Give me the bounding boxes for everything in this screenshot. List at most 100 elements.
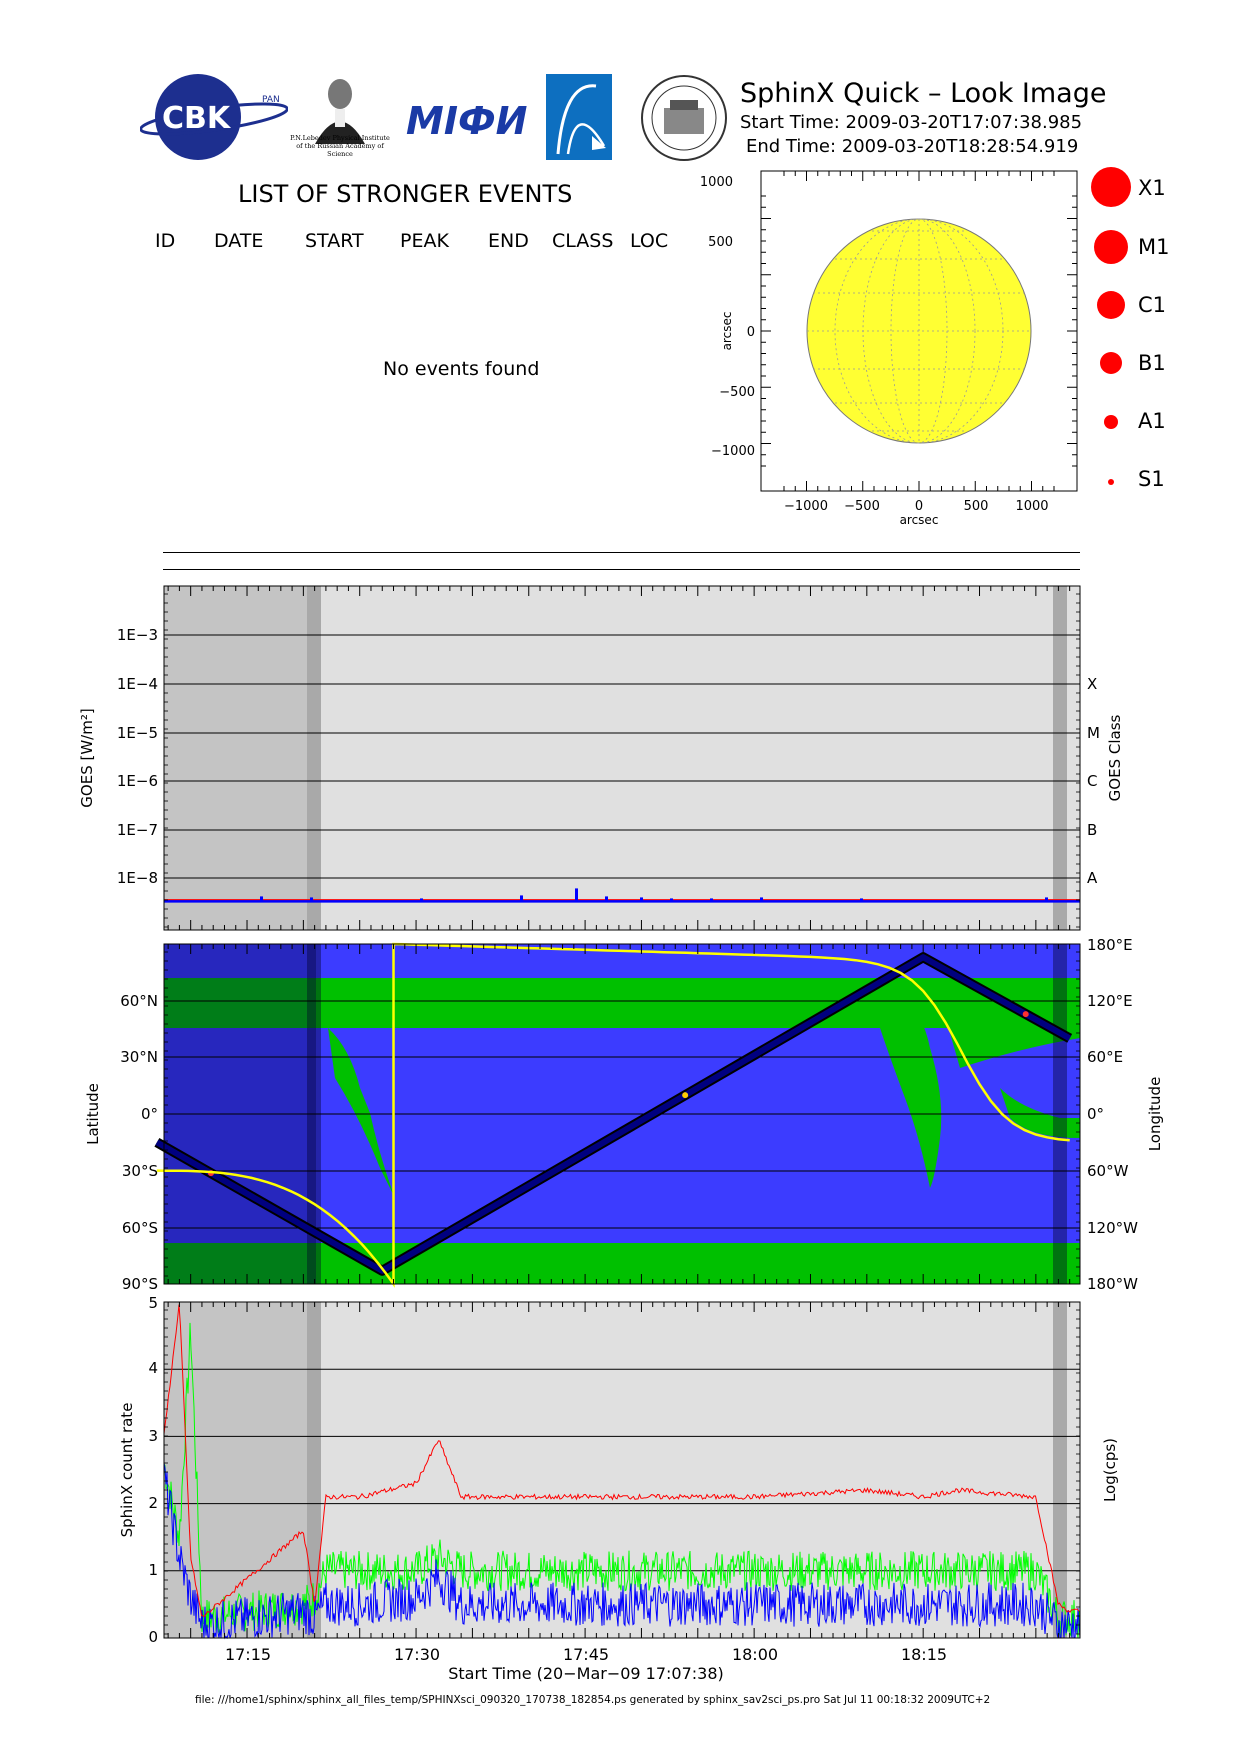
lebedev-caption: P.N.Lebedev Physical Institute of the Ru… (290, 134, 390, 158)
goes-spike (1045, 897, 1048, 901)
count-ylabel: SphinX count rate (118, 1403, 136, 1538)
goes-spike (575, 888, 578, 901)
lebedev-logo: P.N.Lebedev Physical Institute of the Ru… (290, 74, 390, 164)
goes-spike (260, 896, 263, 901)
orbit-antarctica (164, 1243, 1080, 1284)
goes-spike (520, 895, 523, 901)
legend-label-c1: C1 (1138, 293, 1167, 317)
cbk-logo-subtext: PAN (262, 95, 280, 105)
goes-ylabel: GOES [W/m²] (78, 708, 96, 807)
goes-ytick-4: 1E−7 (117, 821, 158, 839)
goes-class-b: B (1087, 821, 1097, 839)
legend-dot-a1 (1104, 415, 1118, 429)
lon-tick-0: 180°E (1087, 938, 1133, 954)
count-xtick-4: 18:15 (901, 1645, 947, 1664)
longitude-curve (156, 942, 1070, 1288)
events-col-end: END (488, 230, 529, 252)
separator-line-2 (163, 569, 1080, 570)
lat-tick-4: 60°S (122, 1219, 158, 1237)
goes-gridlines (164, 634, 1080, 879)
sun-ytick-4: −1000 (711, 444, 755, 459)
legend-label-x1: X1 (1138, 176, 1166, 200)
sun-ytick-2: 0 (747, 325, 755, 340)
sun-grid (807, 218, 1031, 444)
events-col-date: DATE (214, 230, 264, 252)
count-panel: 0 1 2 3 4 5 17:15 17:30 17:45 18:00 18:1… (118, 1296, 1119, 1683)
start-time: Start Time: 2009-03-20T17:07:38.985 (740, 112, 1083, 133)
legend-dot-m1 (1094, 230, 1128, 264)
legend-label-m1: M1 (1138, 235, 1170, 259)
miph-logo: MIФИ (402, 88, 532, 148)
cbk-logo-text: CBK (162, 101, 232, 136)
goes-ytick-0: 1E−3 (117, 626, 158, 644)
lat-tick-3: 30°S (122, 1162, 158, 1180)
goes-class-label: GOES Class (1106, 714, 1124, 801)
events-col-class: CLASS (552, 230, 614, 252)
sphinx-logo (546, 74, 612, 160)
sun-ytick-3: −500 (719, 385, 755, 400)
count-ytick-2: 2 (148, 1494, 158, 1512)
lon-tick-2: 60°E (1087, 1048, 1123, 1066)
goes-ytick-2: 1E−5 (117, 724, 158, 742)
lon-tick-4: 60°W (1087, 1162, 1129, 1180)
separator-line-1 (163, 552, 1080, 553)
lebedev-portrait (315, 79, 365, 144)
file-info: file: ///home1/sphinx/sphinx_all_files_t… (195, 1694, 991, 1706)
count-ytick-1: 1 (148, 1561, 158, 1579)
cbk-logo: CBK PAN (139, 72, 289, 162)
sun-ytick-1: 500 (708, 235, 733, 250)
goes-night-shade (164, 586, 316, 930)
count-ytick-3: 3 (148, 1427, 158, 1445)
goes-series-group (164, 888, 1080, 903)
ground-track-marker (1022, 1011, 1029, 1018)
university-seal (640, 74, 728, 162)
lat-tick-1: 30°N (120, 1048, 158, 1066)
lon-tick-5: 120°W (1087, 1219, 1138, 1237)
seal-graphic (641, 75, 727, 161)
miph-logo-text: MIФИ (406, 99, 527, 143)
ground-track (155, 954, 1072, 1274)
legend-dot-s1 (1108, 479, 1114, 485)
sun-xtick-1: −500 (844, 499, 880, 514)
sun-ytick-0: 1000 (700, 175, 733, 190)
lat-tick-2: 0° (141, 1105, 158, 1123)
legend-dot-b1 (1100, 352, 1122, 374)
sun-xtick-4: 1000 (1015, 499, 1048, 514)
count-series-line (163, 1304, 1080, 1617)
sphinx-logo-graphic (556, 84, 606, 155)
events-col-start: START (305, 230, 364, 252)
goes-saa-band-right (1053, 586, 1067, 930)
goes-class-a: A (1087, 869, 1098, 887)
count-ytick-5: 5 (148, 1296, 158, 1312)
orbit-americas (328, 1028, 395, 1198)
legend-dot-x1 (1091, 167, 1131, 207)
goes-spike (310, 897, 313, 901)
orbit-north-land (164, 978, 1080, 1028)
count-xtick-0: 17:15 (225, 1645, 271, 1664)
count-series-group (163, 1304, 1081, 1640)
count-right-label: Log(cps) (1101, 1438, 1119, 1502)
count-saa-band (307, 1302, 321, 1638)
ground-track-marker (682, 1092, 689, 1099)
count-ytick-0: 0 (148, 1628, 158, 1646)
orbit-australia (1000, 1088, 1080, 1138)
goes-spike (860, 898, 863, 901)
orbit-right-label: Longitude (1146, 1077, 1164, 1152)
goes-spike (710, 898, 713, 901)
orbit-ylabel: Latitude (84, 1083, 102, 1145)
sun-xtick-0: −1000 (784, 499, 828, 514)
sun-map: 1000 500 0 −500 −1000 −1000 −500 0 500 1… (700, 170, 1078, 527)
sun-xlabel: arcsec (900, 513, 939, 527)
goes-ytick-3: 1E−6 (117, 772, 158, 790)
lon-tick-3: 0° (1087, 1105, 1104, 1123)
lon-tick-1: 120°E (1087, 992, 1133, 1010)
count-saa-band-right (1053, 1302, 1067, 1638)
events-col-peak: PEAK (400, 230, 449, 252)
goes-spike (605, 896, 608, 901)
legend-dot-c1 (1097, 291, 1125, 319)
goes-spike (670, 898, 673, 901)
sun-xtick-2: 0 (915, 499, 923, 514)
sun-xtick-3: 500 (964, 499, 989, 514)
count-xtick-2: 17:45 (563, 1645, 609, 1664)
count-xtick-1: 17:30 (394, 1645, 440, 1664)
